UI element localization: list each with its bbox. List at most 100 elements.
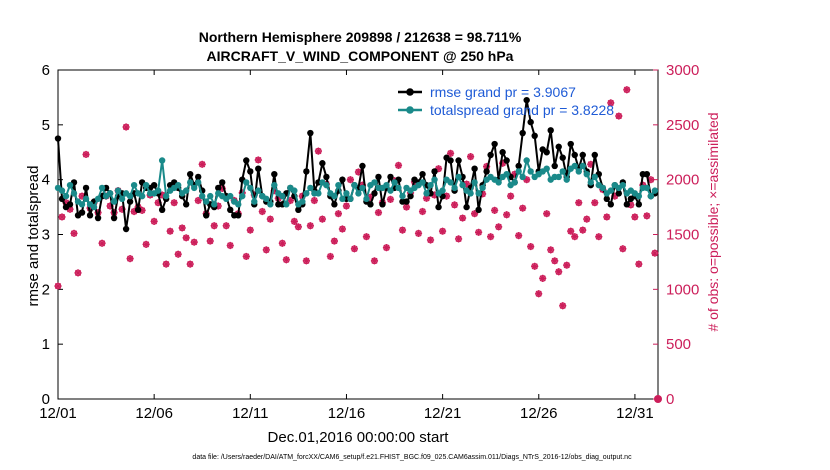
obs-marker [294,223,302,231]
rmse-point [643,170,651,178]
x-tick-label: 12/16 [328,405,366,422]
rmse-point [94,214,102,222]
rmse-point [134,206,142,214]
series-lines [54,96,659,233]
totalspread-point [162,192,170,200]
obs-marker [198,160,206,168]
totalspread-point [255,187,262,194]
y-tick-label: 6 [42,62,50,79]
obs-marker [166,227,174,235]
rmse-point [463,203,470,211]
obs-marker [74,269,82,277]
totalspread-point [315,190,322,197]
y2-tick-label: 1500 [666,227,699,244]
legend-spread-marker [406,106,414,114]
totalspread-point [555,173,562,181]
rmse-point [319,160,326,167]
x-axis-label: Dec.01,2016 00:00:00 start [268,429,450,446]
totalspread-point [371,179,378,186]
rmse-point [483,168,490,175]
legend-rmse-marker [406,88,414,96]
totalspread-point [239,192,246,200]
obs-marker [607,99,615,107]
obs-marker [98,239,106,247]
obs-marker [643,212,651,220]
rmse-point [603,195,610,203]
totalspread-point [459,181,466,189]
obs-marker [310,196,318,205]
rmse-point [527,118,534,126]
totalspread-point [62,192,70,200]
totalspread-point [399,192,406,200]
totalspread-point [523,157,530,164]
chart-title: Northern Hemisphere 209898 / 212638 = 98… [199,29,522,45]
y2-tick-label: 3000 [666,62,699,79]
rmse-point [519,129,526,137]
obs-marker [226,241,234,250]
totalspread-point [98,184,106,192]
obs-marker [210,222,218,230]
obs-marker [326,252,334,261]
obs-marker [142,240,150,248]
obs-marker [262,246,270,254]
totalspread-point [455,173,462,181]
rmse-point [407,192,414,200]
obs-marker [507,192,515,200]
totalspread-point [307,184,314,192]
totalspread-point [351,181,358,189]
totalspread-point [82,195,90,203]
obs-marker [551,257,559,265]
rmse-point [203,212,210,219]
totalspread-point [323,181,330,189]
rmse-point [475,206,482,214]
totalspread-point [395,184,402,192]
obs-marker [290,217,298,225]
obs-marker [579,226,587,234]
totalspread-point [142,181,150,189]
totalspread-point [651,187,659,194]
totalspread-point [359,184,366,192]
obs-marker [334,210,343,218]
rmse-point [359,162,366,170]
obs-marker [382,244,391,252]
y2-axis-label: # of obs: o=possible; ×=assimilated [705,112,721,331]
totalspread-point [174,181,182,189]
obs-marker [370,257,379,265]
rmse-point [623,201,631,208]
rmse-point [339,176,346,183]
totalspread-point [118,195,126,203]
totalspread-point [575,168,582,175]
y2-tick-label: 2500 [666,117,699,134]
totalspread-point [571,162,578,170]
totalspread-point [331,192,338,200]
totalspread-point [383,181,390,189]
x-tick-label: 12/11 [232,405,268,422]
totalspread-point [363,195,370,203]
y-tick-label: 2 [42,281,50,298]
obs-marker [374,208,383,217]
rmse-point [555,143,562,150]
y-axis-ticks: 0 1 2 3 4 5 6 [42,62,63,408]
obs-marker [342,202,351,210]
totalspread-point [543,165,550,172]
rmse-point [86,212,94,219]
totalspread-point [106,190,114,197]
rmse-point [295,206,302,214]
totalspread-point [207,192,214,200]
rmse-point [195,173,202,181]
y-tick-label: 5 [42,117,50,134]
rmse-point [635,201,643,208]
rmse-point [235,212,242,219]
totalspread-point [243,179,250,186]
obs-marker [182,234,190,242]
totalspread-point [279,192,286,200]
rmse-point [182,201,190,208]
obs-marker [194,196,202,205]
rmse-point [54,135,62,142]
y2-tick-label: 2000 [666,172,699,189]
totalspread-point [519,173,526,181]
obs-marker [471,210,479,218]
rmse-point [531,132,538,139]
obs-marker [531,262,539,270]
